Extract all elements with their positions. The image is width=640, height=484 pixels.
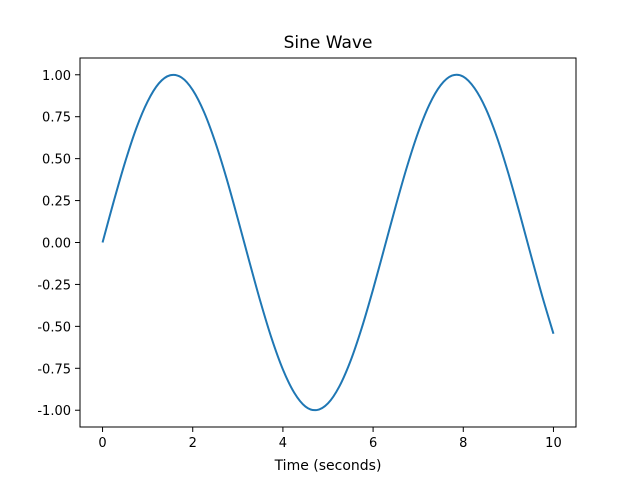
y-tick-label: -0.25 [37, 278, 71, 293]
y-tick-label: 1.00 [42, 69, 71, 84]
x-axis-ticks: 0 2 4 6 8 10 [98, 427, 562, 451]
x-tick-label: 10 [545, 436, 562, 451]
y-axis-ticks: -1.00 -0.75 -0.50 -0.25 0.00 0.25 0.50 0.75 1.00 [37, 69, 80, 419]
y-tick-label: -1.00 [37, 404, 71, 419]
y-tick-label: 0.50 [42, 153, 71, 168]
chart-title: Sine Wave [284, 33, 373, 53]
x-tick-label: 4 [279, 436, 287, 451]
series-layer [101, 73, 555, 412]
y-tick-label: -0.50 [37, 320, 71, 335]
axes-frame [79, 57, 577, 428]
x-axis-label: Time (seconds) [274, 458, 382, 474]
x-tick-label: 8 [459, 436, 467, 451]
y-tick-label: 0.25 [42, 195, 71, 210]
y-tick-label: 0.75 [42, 111, 71, 126]
x-tick-label: 2 [189, 436, 197, 451]
x-tick-label: 6 [369, 436, 377, 451]
y-tick-label: -0.75 [37, 362, 71, 377]
series-line [101, 73, 555, 412]
x-tick-label: 0 [98, 436, 106, 451]
y-tick-label: 0.00 [42, 237, 71, 252]
